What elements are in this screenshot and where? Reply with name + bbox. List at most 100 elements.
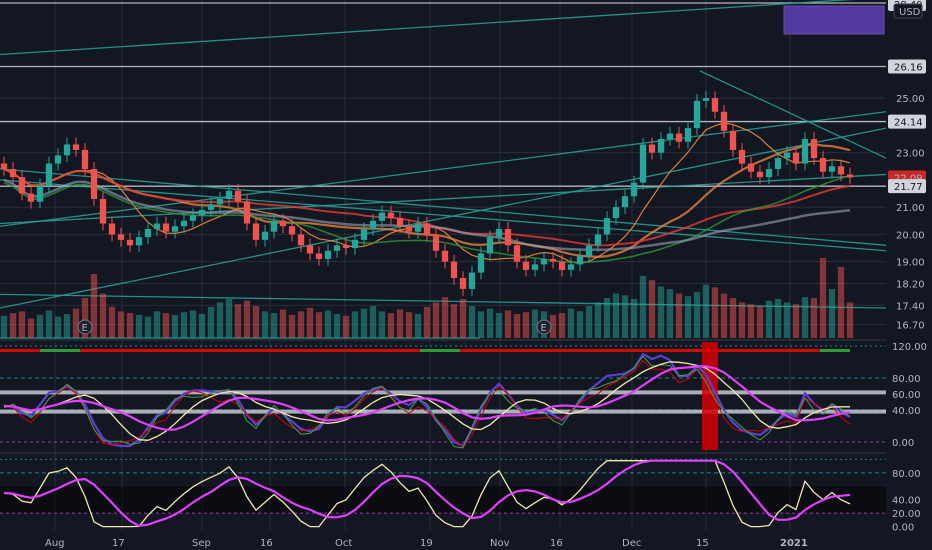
candle-body-63 (567, 264, 575, 270)
volume-bar-72 (648, 280, 656, 338)
candle-46 (414, 216, 422, 239)
candle-body-6 (54, 155, 62, 164)
volume-bar-67 (603, 298, 611, 338)
candles (0, 91, 854, 296)
candle-body-84 (756, 171, 764, 178)
volume-bar-7 (63, 314, 71, 338)
candle-87 (783, 145, 791, 165)
candle-33 (297, 227, 305, 253)
volume-bar-73 (657, 286, 665, 338)
price-axis: 16.70 17.40 18.20 19.00 20.00 21.00 23.00 25.00… (886, 0, 932, 550)
volume-bar-58 (522, 312, 530, 338)
candle-54 (486, 230, 494, 261)
price-tick-5: 21.00 (896, 203, 925, 214)
candle-63 (567, 257, 575, 277)
candle-body-87 (783, 152, 791, 159)
candle-37 (333, 238, 341, 258)
candle-93 (837, 159, 845, 182)
candle-body-41 (369, 220, 377, 229)
volume-bar-54 (486, 308, 494, 338)
volume-bar-33 (297, 311, 305, 338)
candle-49 (441, 243, 449, 269)
candle-body-25 (225, 190, 233, 199)
candle-71 (639, 137, 647, 190)
candle-body-70 (630, 182, 638, 197)
candle-body-72 (648, 144, 656, 153)
candle-74 (666, 126, 674, 146)
time-label-0: Aug (45, 538, 65, 549)
candle-91 (819, 151, 827, 179)
candle-78 (702, 91, 710, 108)
time-label-4: Oct (335, 538, 352, 549)
candle-17 (153, 216, 161, 236)
ind1-osc-red (3, 359, 851, 448)
candle-body-93 (837, 166, 845, 175)
candle-70 (630, 175, 638, 204)
ind2-stoch-magenta (3, 459, 851, 527)
candle-body-81 (729, 130, 737, 150)
candle-57 (513, 238, 521, 269)
candle-body-64 (576, 256, 584, 265)
ind1-signal-green-0 (40, 349, 80, 352)
volume-bar-5 (45, 310, 53, 338)
currency-badge: USD (893, 3, 923, 19)
candle-0 (0, 156, 8, 176)
candle-36 (324, 243, 332, 266)
candle-86 (774, 151, 782, 176)
volume-bar-4 (36, 314, 44, 338)
candle-body-79 (711, 98, 719, 112)
candle-body-50 (450, 261, 458, 279)
volume-bar-42 (378, 311, 386, 338)
time-label-1: 17 (112, 538, 125, 549)
candle-88 (792, 145, 800, 171)
candle-1 (9, 162, 17, 184)
volume-bar-55 (495, 313, 503, 338)
volume-bar-26 (234, 304, 242, 338)
volume-bar-19 (171, 314, 179, 338)
candle-body-9 (81, 149, 89, 169)
candle-body-17 (153, 223, 161, 229)
time-label-2: Sep (192, 538, 211, 549)
candle-body-85 (765, 169, 773, 178)
candle-body-14 (126, 239, 134, 246)
candle-25 (225, 183, 233, 206)
candle-body-73 (657, 139, 665, 153)
volume-bar-77 (693, 291, 701, 338)
candle-24 (216, 192, 224, 212)
level-label-3: 21.77 (894, 182, 923, 193)
candle-body-39 (351, 239, 359, 249)
candle-body-61 (549, 258, 557, 262)
volume-bar-31 (279, 309, 287, 338)
candle-body-22 (198, 209, 206, 216)
candle-13 (117, 227, 125, 247)
volume-bar-17 (153, 311, 161, 338)
candle-body-59 (531, 264, 539, 270)
candle-26 (234, 183, 242, 209)
candle-body-0 (0, 163, 8, 169)
volume-bar-2 (18, 311, 26, 338)
candle-20 (180, 213, 188, 234)
volume-bar-18 (162, 313, 170, 338)
candle-79 (711, 91, 719, 119)
candle-body-66 (594, 234, 602, 246)
candle-body-15 (135, 237, 143, 246)
candle-14 (126, 233, 134, 253)
ind1-signal-green-2 (820, 349, 850, 352)
time-label-10: 2021 (780, 538, 808, 549)
candle-body-19 (171, 226, 179, 232)
candle-body-35 (315, 253, 323, 259)
ind1-band-0 (0, 390, 886, 395)
volume-bar-89 (801, 297, 809, 338)
candle-body-54 (486, 237, 494, 254)
volume-bar-56 (504, 310, 512, 338)
volume-bar-75 (675, 293, 683, 338)
volume-bar-46 (414, 314, 422, 338)
volume-bar-52 (468, 306, 476, 338)
volume-bar-9 (81, 298, 89, 338)
volume-bar-32 (288, 314, 296, 338)
time-label-6: Nov (490, 538, 510, 549)
candle-body-62 (558, 261, 566, 270)
candle-34 (306, 238, 314, 261)
